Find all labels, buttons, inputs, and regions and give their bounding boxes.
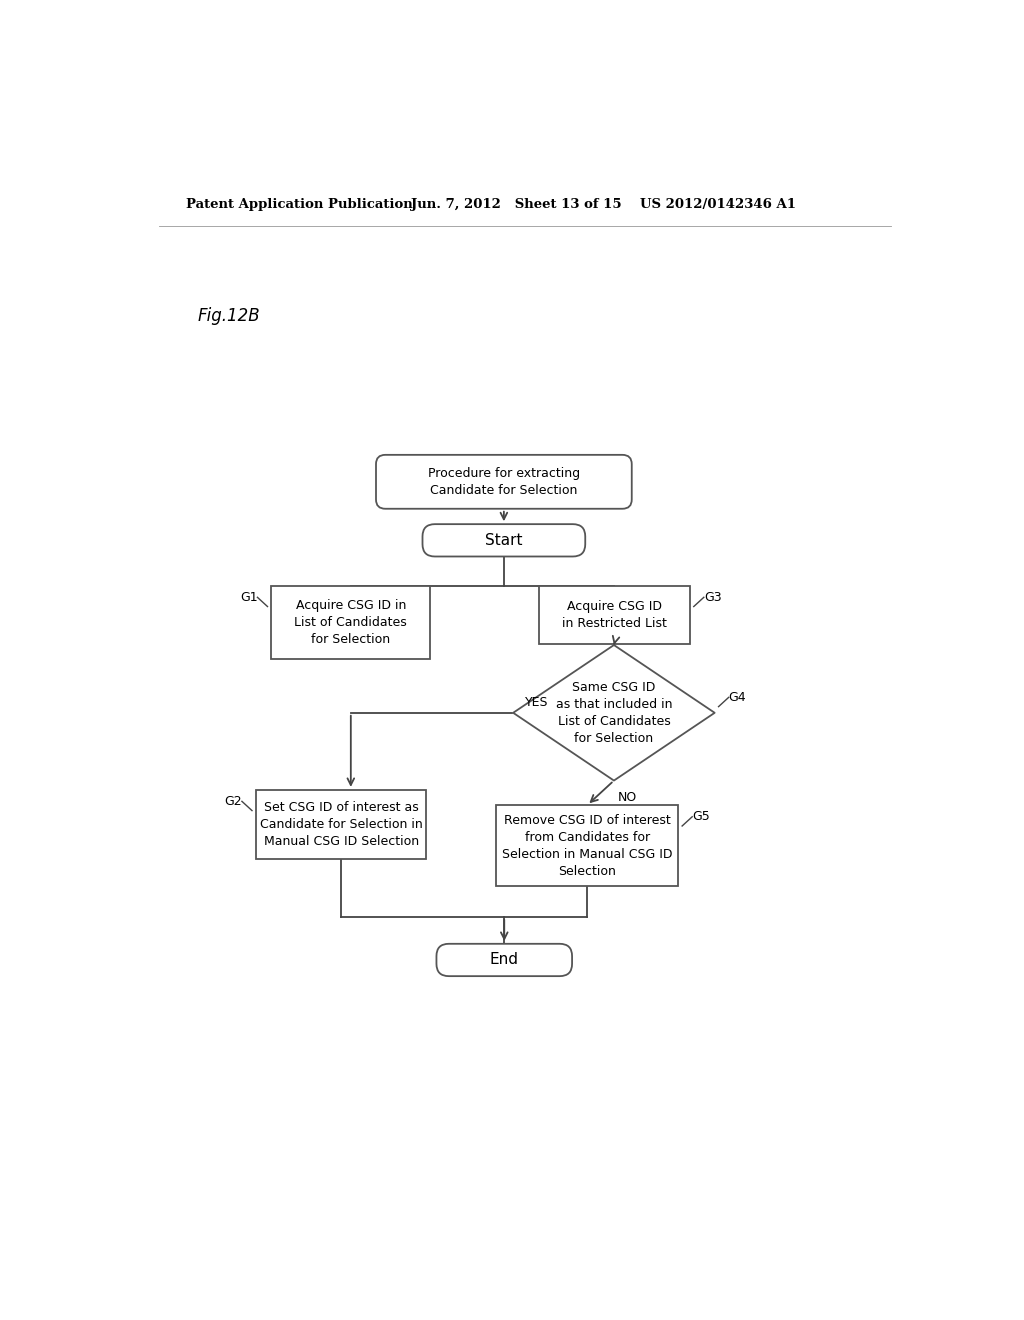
Text: NO: NO — [617, 791, 637, 804]
Text: Procedure for extracting
Candidate for Selection: Procedure for extracting Candidate for S… — [428, 467, 580, 496]
Text: Fig.12B: Fig.12B — [198, 308, 260, 325]
Text: Start: Start — [485, 533, 522, 548]
Polygon shape — [513, 645, 715, 780]
FancyBboxPatch shape — [436, 944, 572, 977]
FancyBboxPatch shape — [376, 455, 632, 508]
Text: G3: G3 — [703, 591, 722, 603]
Text: Jun. 7, 2012   Sheet 13 of 15: Jun. 7, 2012 Sheet 13 of 15 — [411, 198, 622, 211]
FancyBboxPatch shape — [423, 524, 586, 557]
Text: Same CSG ID
as that included in
List of Candidates
for Selection: Same CSG ID as that included in List of … — [556, 681, 672, 744]
Text: US 2012/0142346 A1: US 2012/0142346 A1 — [640, 198, 796, 211]
Text: Set CSG ID of interest as
Candidate for Selection in
Manual CSG ID Selection: Set CSG ID of interest as Candidate for … — [260, 801, 423, 847]
Bar — [256, 789, 426, 859]
Text: G2: G2 — [224, 795, 242, 808]
Text: Acquire CSG ID in
List of Candidates
for Selection: Acquire CSG ID in List of Candidates for… — [295, 599, 408, 645]
Text: Acquire CSG ID
in Restricted List: Acquire CSG ID in Restricted List — [562, 599, 667, 630]
Text: End: End — [489, 953, 519, 968]
Text: YES: YES — [524, 696, 548, 709]
Bar — [539, 586, 690, 644]
Text: G4: G4 — [729, 690, 746, 704]
Text: Remove CSG ID of interest
from Candidates for
Selection in Manual CSG ID
Selecti: Remove CSG ID of interest from Candidate… — [502, 813, 673, 878]
Text: G1: G1 — [240, 591, 257, 603]
Text: G5: G5 — [692, 810, 710, 824]
Text: Patent Application Publication: Patent Application Publication — [186, 198, 413, 211]
Bar — [271, 586, 430, 659]
Bar — [496, 805, 678, 886]
